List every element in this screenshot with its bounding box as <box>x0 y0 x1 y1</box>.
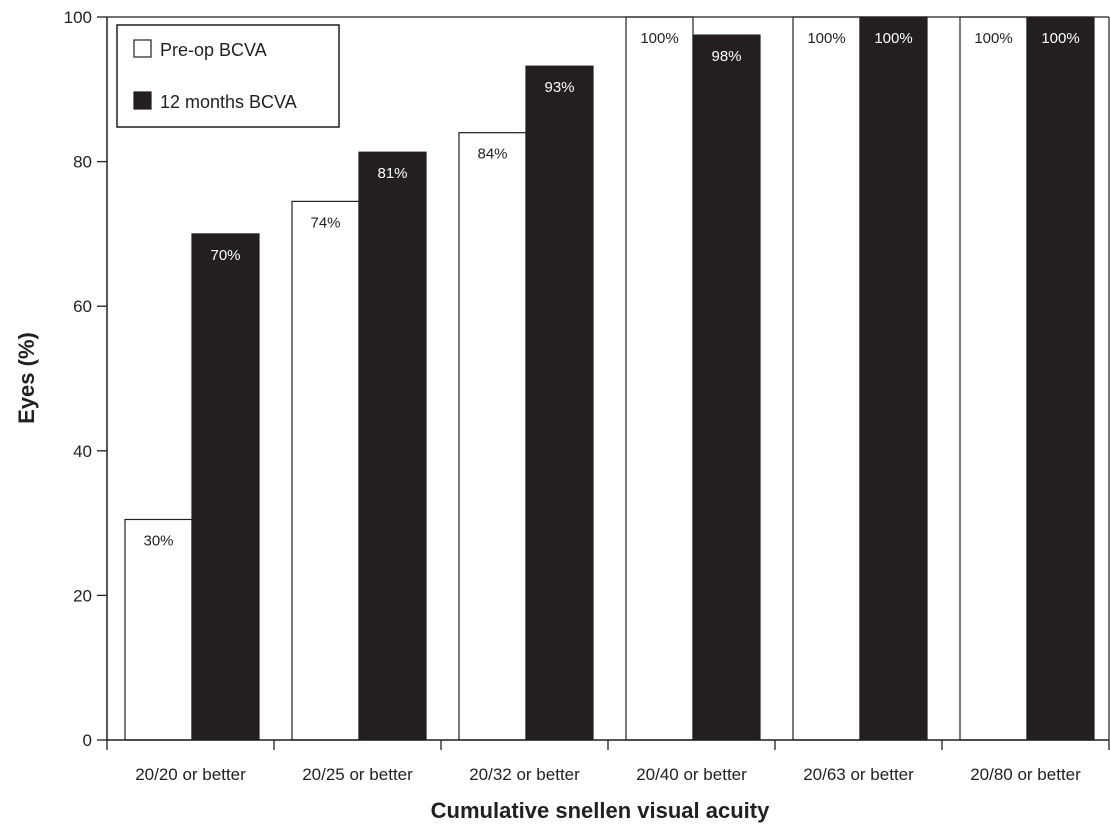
legend-swatch-12-months <box>133 91 152 110</box>
bar-12-months-2 <box>358 151 427 741</box>
y-tick-label: 80 <box>73 153 92 172</box>
legend-swatch-pre-op <box>133 39 152 58</box>
bar-pre-op-4 <box>625 16 694 741</box>
bar-pre-op-5 <box>792 16 861 741</box>
bar-label-pre-op-4: 100% <box>640 30 678 47</box>
bar-label-pre-op-5: 100% <box>807 30 845 47</box>
bar-12-months-3 <box>525 65 594 741</box>
bar-12-months-5 <box>859 16 928 741</box>
axes-layer: 0 20 40 60 80 100 20/20 or better 20/25 or bett… <box>64 8 1110 784</box>
x-tick-label: 20/63 or better <box>803 765 914 784</box>
bar-12-months-6 <box>1026 16 1095 741</box>
bar-label-pre-op-1: 30% <box>143 532 173 549</box>
x-tick-label: 20/32 or better <box>469 765 580 784</box>
bar-pre-op-6 <box>959 16 1028 741</box>
bar-label-12-months-5: 100% <box>874 30 912 47</box>
bar-labels-layer: 30% 74% 84% 100% 100% 100% 70% 81% 93% 98% 100% 100… <box>143 30 1079 549</box>
bar-label-12-months-3: 93% <box>544 79 574 96</box>
bar-label-12-months-4: 98% <box>711 48 741 65</box>
bar-pre-op-3 <box>458 132 527 741</box>
bar-pre-op-2 <box>291 200 360 741</box>
bar-label-12-months-1: 70% <box>210 247 240 264</box>
bar-label-pre-op-6: 100% <box>974 30 1012 47</box>
x-axis-title: Cumulative snellen visual acuity <box>431 798 770 823</box>
x-tick-label: 20/40 or better <box>636 765 747 784</box>
x-tick-label: 20/25 or better <box>302 765 413 784</box>
bar-pre-op-1 <box>124 518 193 741</box>
legend: Pre-op BCVA 12 months BCVA <box>116 24 340 128</box>
bar-label-12-months-6: 100% <box>1041 30 1079 47</box>
bar-label-12-months-2: 81% <box>377 165 407 182</box>
y-tick-label: 40 <box>73 442 92 461</box>
bar-label-pre-op-2: 74% <box>310 214 340 231</box>
y-tick-label: 60 <box>73 297 92 316</box>
y-tick-label: 0 <box>83 731 92 750</box>
bar-12-months-4 <box>692 34 761 741</box>
legend-box <box>116 24 340 128</box>
y-tick-label: 20 <box>73 586 92 605</box>
y-axis-title: Eyes (%) <box>14 332 39 424</box>
bars-layer <box>124 16 1095 741</box>
y-tick-label: 100 <box>64 8 92 27</box>
bar-label-pre-op-3: 84% <box>477 146 507 163</box>
bar-12-months-1 <box>191 233 260 741</box>
x-tick-label: 20/20 or better <box>135 765 246 784</box>
x-tick-label: 20/80 or better <box>970 765 1081 784</box>
legend-label-pre-op: Pre-op BCVA <box>160 40 267 60</box>
legend-label-12-months: 12 months BCVA <box>160 92 297 112</box>
